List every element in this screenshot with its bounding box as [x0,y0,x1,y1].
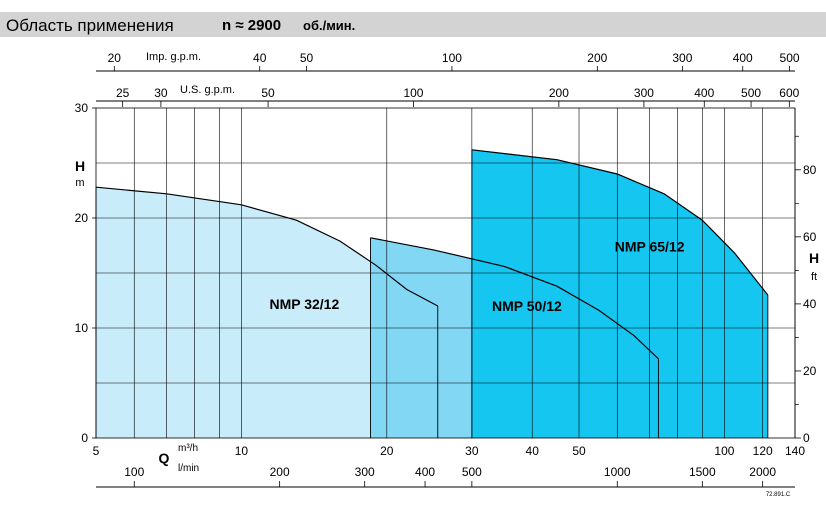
x-tick-label: 10 [235,444,249,458]
ft-tick-label: 60 [803,230,817,244]
imp-gpm-tick-label: 20 [108,51,122,65]
lmin-tick-label: 200 [270,465,290,479]
x-tick-label: 30 [465,444,479,458]
series-label: NMP 65/12 [615,239,685,255]
ft-tick-label: 40 [803,297,817,311]
curve-line [370,237,659,360]
imp-gpm-tick-label: 200 [587,51,607,65]
us-gpm-label: U.S. g.p.m. [180,84,235,96]
us-gpm-tick-label: 300 [634,86,654,100]
x-tick-label: 120 [753,444,773,458]
lmin-tick-label: 2000 [749,465,776,479]
imp-gpm-tick-label: 400 [733,51,753,65]
lmin-tick-label: 300 [355,465,375,479]
chart-title: Область применения [6,16,174,35]
x-axis-symbol: Q [159,450,170,466]
x-tick-label: 20 [380,444,394,458]
ft-axis-symbol: H [809,250,819,266]
x-tick-label: 100 [714,444,734,458]
ft-tick-label: 20 [803,364,817,378]
us-gpm-tick-label: 400 [694,86,714,100]
tick-labels: NMP 32/12 NMP 50/12 NMP 65/12 0 10 20 30 Hm 0 20 4… [75,51,819,498]
curve-line [471,149,769,296]
y-tick-label: 10 [75,321,89,335]
ft-tick-label: 80 [803,163,817,177]
y-axis-symbol: H [75,158,85,174]
axes [92,66,801,488]
drawing-code: 72.891.C [766,492,791,498]
y-axis-unit: m [75,177,84,189]
lmin-tick-label: 100 [124,465,144,479]
imp-gpm-tick-label: 50 [300,51,314,65]
curve-line [95,186,439,307]
us-gpm-tick-label: 200 [549,86,569,100]
x-tick-label: 40 [526,444,540,458]
lmin-tick-label: 1500 [689,465,716,479]
lmin-tick-label: 500 [462,465,482,479]
y-tick-label: 30 [75,101,89,115]
title-bar: Область применения n ≈ 2900 об./мин. [0,12,826,37]
area-nmp-65-12 [471,149,768,439]
x-tick-label: 5 [93,444,100,458]
series-label: NMP 32/12 [269,296,339,312]
imp-gpm-label: Imp. g.p.m. [146,51,201,63]
speed-unit: об./мин. [303,18,356,33]
us-gpm-tick-label: 600 [779,86,799,100]
y-tick-label: 0 [81,431,88,445]
pump-areas [96,149,768,439]
imp-gpm-tick-label: 100 [442,51,462,65]
x-axis-unit-top: m³/h [178,443,198,454]
imp-gpm-tick-label: 300 [672,51,692,65]
ft-axis-unit: ft [811,271,817,283]
lmin-tick-label: 1000 [604,465,631,479]
us-gpm-tick-label: 50 [261,86,275,100]
us-gpm-tick-label: 100 [403,86,423,100]
us-gpm-tick-label: 30 [154,86,168,100]
x-axis-unit-bottom: l/min [178,463,199,474]
imp-gpm-tick-label: 40 [253,51,267,65]
ft-tick-label: 0 [803,431,810,445]
us-gpm-tick-label: 500 [741,86,761,100]
y-tick-label: 20 [75,211,89,225]
us-gpm-tick-label: 25 [116,86,130,100]
speed-value: n ≈ 2900 [222,17,282,34]
series-label: NMP 50/12 [492,298,562,314]
x-tick-label: 140 [785,444,805,458]
x-tick-label: 50 [572,444,586,458]
lmin-tick-label: 400 [415,465,435,479]
pump-curves [95,149,769,438]
imp-gpm-tick-label: 500 [780,51,800,65]
